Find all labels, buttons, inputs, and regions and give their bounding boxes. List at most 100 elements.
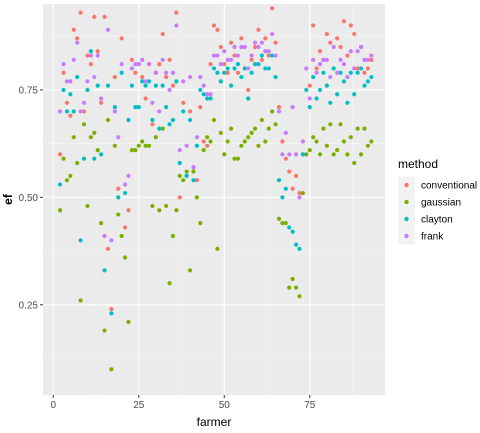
point-gaussian (102, 328, 107, 333)
point-clayton (198, 87, 203, 93)
point-frank (133, 62, 138, 67)
point-conventional (229, 40, 234, 45)
point-frank (109, 238, 114, 243)
point-clayton (280, 195, 285, 200)
point-conventional (78, 10, 83, 15)
point-gaussian (112, 143, 117, 148)
point-gaussian (105, 117, 111, 123)
point-conventional (211, 23, 217, 28)
point-clayton (256, 62, 261, 67)
legend-key-conventional (404, 182, 409, 188)
point-clayton (235, 62, 241, 67)
point-conventional (170, 83, 176, 88)
point-clayton (109, 311, 114, 316)
point-gaussian (92, 130, 97, 136)
point-clayton (331, 66, 336, 71)
point-conventional (164, 74, 169, 80)
point-frank (140, 57, 145, 62)
point-clayton (140, 79, 145, 84)
point-gaussian (239, 143, 244, 148)
point-frank (235, 53, 241, 58)
point-frank (331, 44, 336, 50)
point-gaussian (143, 143, 148, 148)
point-conventional (249, 57, 254, 62)
point-gaussian (256, 143, 261, 148)
point-frank (355, 49, 360, 54)
point-gaussian (369, 139, 374, 144)
point-clayton (119, 70, 124, 75)
point-conventional (140, 74, 145, 80)
point-conventional (194, 178, 199, 183)
point-gaussian (198, 221, 203, 226)
point-conventional (276, 105, 282, 110)
x-tick-label: 0 (50, 400, 56, 411)
point-clayton (170, 117, 176, 123)
point-frank (270, 31, 275, 37)
point-gaussian (81, 122, 87, 127)
point-conventional (181, 100, 186, 105)
point-gaussian (311, 135, 316, 140)
point-clayton (345, 100, 350, 105)
point-conventional (259, 57, 264, 62)
x-tick-label: 50 (219, 400, 231, 411)
point-frank (218, 62, 223, 67)
y-axis-title: ef (1, 193, 15, 205)
point-conventional (71, 27, 76, 32)
point-conventional (105, 246, 111, 252)
legend-key-clayton (404, 216, 409, 222)
point-gaussian (187, 268, 193, 273)
point-conventional (99, 100, 104, 105)
point-clayton (71, 109, 76, 114)
point-frank (283, 130, 288, 136)
point-gaussian (160, 126, 165, 131)
point-clayton (75, 74, 80, 80)
point-conventional (205, 143, 210, 148)
point-gaussian (208, 139, 213, 144)
point-gaussian (352, 160, 357, 166)
point-gaussian (170, 233, 176, 239)
point-clayton (338, 70, 343, 75)
point-frank (287, 152, 292, 157)
point-frank (167, 87, 172, 93)
point-clayton (160, 83, 165, 88)
point-frank (259, 40, 264, 45)
point-gaussian (95, 147, 100, 153)
point-gaussian (140, 139, 145, 144)
point-gaussian (78, 298, 83, 303)
point-clayton (297, 246, 302, 252)
point-gaussian (242, 139, 247, 144)
point-conventional (64, 100, 70, 105)
point-clayton (153, 83, 158, 88)
point-conventional (239, 36, 244, 41)
grid-major (43, 4, 385, 395)
point-clayton (81, 156, 87, 161)
point-clayton (335, 92, 340, 97)
point-clayton (64, 109, 70, 114)
point-gaussian (345, 152, 350, 157)
point-clayton (365, 79, 370, 84)
point-conventional (92, 14, 97, 19)
legend-key-gaussian (404, 199, 409, 205)
point-gaussian (293, 285, 299, 290)
point-gaussian (324, 143, 329, 148)
point-conventional (328, 40, 333, 45)
point-frank (99, 96, 104, 101)
point-frank (335, 70, 340, 75)
point-frank (273, 53, 278, 58)
point-conventional (307, 83, 312, 88)
point-clayton (129, 83, 135, 88)
point-frank (187, 74, 193, 80)
point-gaussian (215, 246, 220, 252)
point-frank (92, 74, 97, 80)
point-frank (174, 23, 179, 28)
point-frank (85, 79, 90, 84)
point-gaussian (181, 178, 186, 183)
point-gaussian (191, 169, 196, 174)
point-clayton (348, 70, 353, 75)
point-conventional (208, 62, 213, 67)
point-gaussian (365, 143, 370, 148)
x-axis: 0 25 50 75 (50, 395, 316, 411)
point-gaussian (280, 221, 285, 226)
point-frank (129, 66, 135, 71)
point-conventional (235, 70, 241, 75)
